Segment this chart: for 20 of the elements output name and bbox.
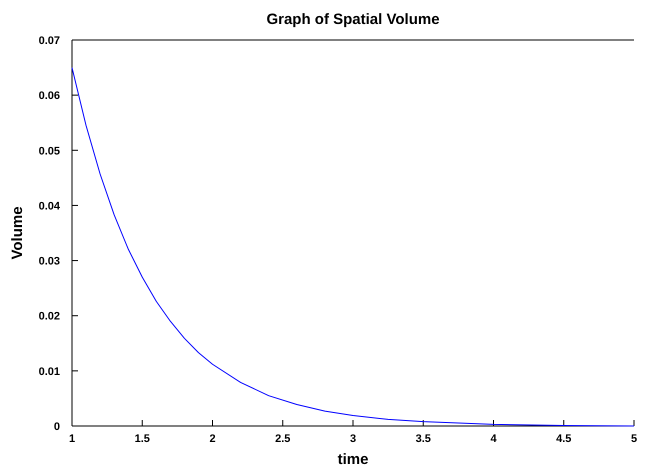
x-axis-title: time — [338, 451, 368, 468]
x-tick-label: 3.5 — [416, 433, 431, 445]
y-tick-label: 0.01 — [38, 366, 60, 378]
y-tick-label: 0.03 — [38, 256, 60, 268]
x-tick-label: 4 — [490, 433, 498, 445]
x-tick-label: 1 — [68, 433, 76, 445]
y-tick-label: 0.04 — [38, 200, 61, 212]
y-tick-label: 0.07 — [38, 35, 60, 47]
y-axis-title: Volume — [9, 206, 26, 260]
x-tick-label: 4.5 — [556, 433, 572, 445]
x-tick-label: 1.5 — [134, 433, 150, 445]
x-tick-label: 3 — [350, 433, 356, 445]
y-tick-label: 0 — [54, 421, 60, 433]
x-tick-label: 5 — [630, 433, 638, 445]
chart-title: Graph of Spatial Volume — [266, 11, 440, 28]
x-tick-label: 2 — [209, 433, 216, 445]
y-tick-label: 0.06 — [38, 90, 60, 102]
y-tick-label: 0.02 — [38, 310, 60, 323]
x-tick-label: 2.5 — [275, 433, 290, 445]
y-tick-label: 0.05 — [38, 145, 60, 158]
